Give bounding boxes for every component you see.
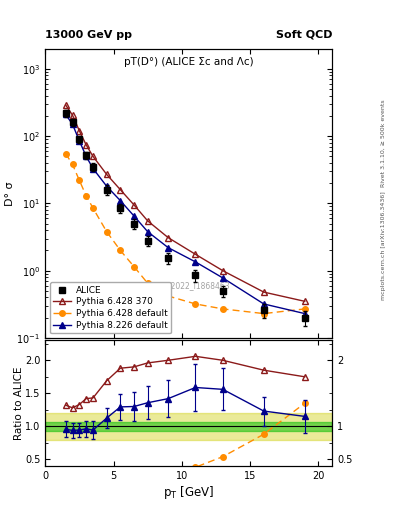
Text: pT(D°) (ALICE Σc and Λc): pT(D°) (ALICE Σc and Λc): [124, 57, 253, 67]
Text: ALICE_2022_I1868463: ALICE_2022_I1868463: [146, 282, 231, 290]
Text: mcplots.cern.ch [arXiv:1306.3436]: mcplots.cern.ch [arXiv:1306.3436]: [381, 191, 386, 300]
Y-axis label: Ratio to ALICE: Ratio to ALICE: [14, 367, 24, 440]
Text: Rivet 3.1.10, ≥ 500k events: Rivet 3.1.10, ≥ 500k events: [381, 99, 386, 187]
X-axis label: p$_\mathregular{T}$ [GeV]: p$_\mathregular{T}$ [GeV]: [163, 483, 214, 501]
Legend: ALICE, Pythia 6.428 370, Pythia 6.428 default, Pythia 8.226 default: ALICE, Pythia 6.428 370, Pythia 6.428 de…: [50, 282, 171, 333]
Text: Soft QCD: Soft QCD: [275, 30, 332, 40]
Text: 13000 GeV pp: 13000 GeV pp: [45, 30, 132, 40]
Y-axis label: D° σ: D° σ: [5, 181, 15, 205]
Bar: [45, 422, 332, 431]
Bar: [45, 413, 332, 439]
